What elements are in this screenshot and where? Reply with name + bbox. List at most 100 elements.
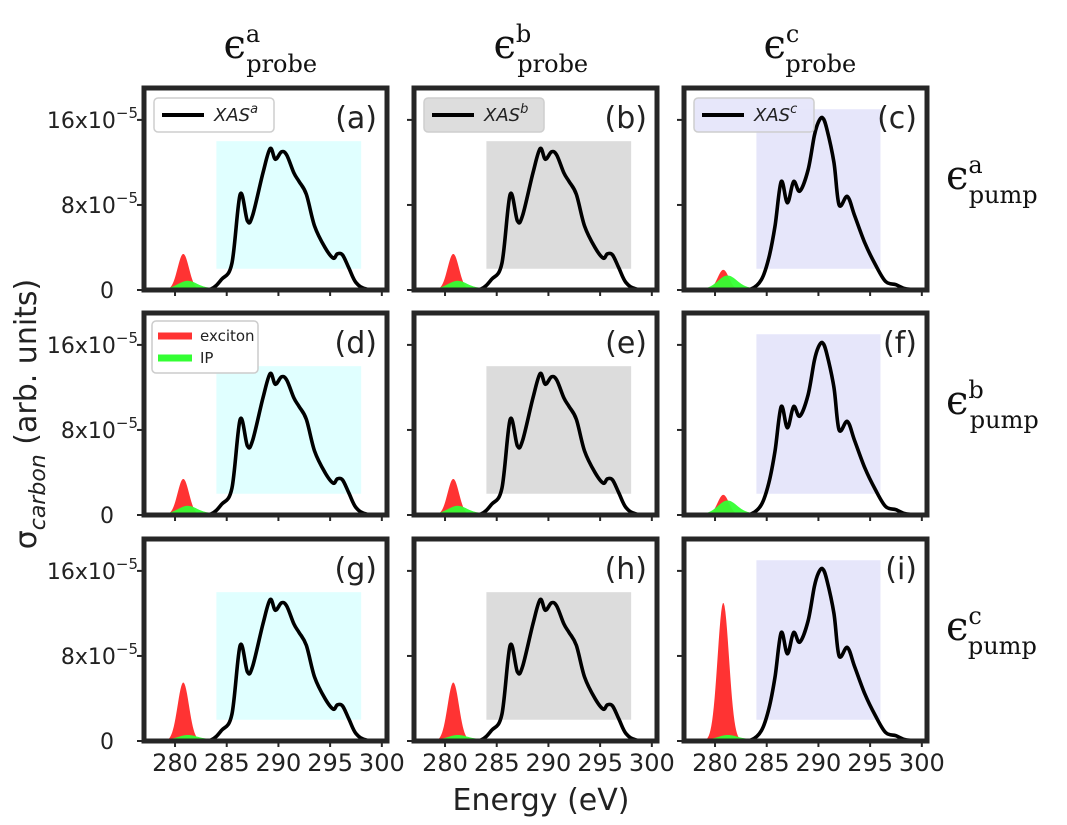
panel-frame — [141, 85, 390, 293]
xas-curve — [414, 597, 658, 743]
legend-xas: XASb — [423, 97, 545, 133]
col-header: ϵb probe — [494, 20, 589, 78]
y-tick-label: 16x10−5 — [47, 104, 138, 134]
legend-exciton-label: exciton — [200, 327, 255, 345]
x-tick-label: 295 — [577, 749, 623, 777]
legend-sup: a — [250, 102, 258, 117]
panel-f: (f) — [677, 310, 930, 521]
header-symbol: ϵ — [946, 378, 968, 424]
row-header: ϵa pump — [946, 151, 1038, 209]
y-tick-exp: −5 — [116, 329, 138, 347]
legend-base: XAS — [213, 105, 250, 126]
panel-c: (c) XASc — [677, 85, 930, 296]
shaded-region — [756, 109, 881, 269]
y-tick-exp: −5 — [116, 414, 138, 432]
panel-label: (c) — [877, 101, 917, 136]
x-tick-label: 290 — [526, 749, 572, 777]
panel-i: 280 285 290 295 300 (i) — [677, 536, 945, 777]
y-tick-exp: −5 — [116, 104, 138, 122]
x-tick-label: 295 — [847, 749, 893, 777]
y-tick-base: 8x10 — [61, 645, 116, 670]
x-tick-label: 280 — [422, 749, 468, 777]
panel-b: (b) XASb — [407, 85, 660, 296]
panel-frame — [681, 85, 930, 293]
panel-h: 280 285 290 295 300 (h) — [407, 536, 675, 777]
legend-label: XASb — [483, 102, 528, 126]
header-symbol: ϵ — [224, 22, 246, 68]
y-tick-base: 0 — [100, 504, 114, 529]
panel-label: (g) — [335, 552, 377, 587]
ip-area — [684, 275, 927, 290]
header-sub: probe — [517, 50, 588, 78]
legend-box — [153, 97, 275, 133]
x-tick-label: 300 — [359, 749, 405, 777]
header-sup: a — [246, 20, 260, 48]
y-tick-base: 16x10 — [47, 560, 116, 585]
shaded-region — [756, 560, 881, 720]
x-tick-label: 290 — [256, 749, 302, 777]
legend-peaks: exciton IP — [151, 320, 259, 374]
xas-curve — [144, 146, 388, 292]
panel-frame — [681, 310, 930, 518]
y-tick-label: 0 — [100, 730, 114, 755]
y-axis-label: σcarbon (arb. units) — [9, 279, 51, 550]
legend-ip-label: IP — [200, 349, 213, 367]
panel-label: (f) — [883, 326, 917, 361]
x-tick-label: 280 — [152, 749, 198, 777]
legend-sup: c — [790, 102, 797, 117]
ip-area — [684, 500, 927, 515]
y-tick-base: 0 — [100, 730, 114, 755]
x-tick-label: 280 — [692, 749, 738, 777]
xas-curve — [684, 566, 928, 743]
xas-curve — [414, 371, 658, 517]
panel-frame — [411, 310, 660, 518]
xas-curve — [684, 115, 928, 292]
y-tick-exp: −5 — [116, 555, 138, 573]
panel-frame — [411, 85, 660, 293]
panel-frame — [411, 536, 660, 744]
xas-curve — [144, 371, 388, 517]
legend-label: XASc — [753, 102, 797, 126]
legend-box — [423, 97, 545, 133]
y-tick-base: 8x10 — [61, 194, 116, 219]
y-tick-exp: −5 — [116, 189, 138, 207]
header-sup: c — [968, 602, 981, 630]
x-axis-label: Energy (eV) — [453, 783, 630, 818]
header-symbol: ϵ — [946, 153, 968, 199]
panel-frame — [141, 536, 390, 744]
x-tick-label: 285 — [744, 749, 790, 777]
header-symbol: ϵ — [494, 22, 516, 68]
y-tick-base: 0 — [100, 279, 114, 304]
panel-frame — [141, 310, 390, 518]
y-tick-base: 8x10 — [61, 419, 116, 444]
col-header: ϵa probe — [224, 20, 318, 78]
y-tick-label: 0 — [100, 279, 114, 304]
header-sub: pump — [969, 181, 1038, 209]
x-tick-label: 295 — [307, 749, 353, 777]
panel-label: (d) — [335, 326, 377, 361]
header-sub: pump — [968, 632, 1037, 660]
legend-label: XASa — [213, 102, 258, 126]
y-tick-label: 16x10−5 — [47, 329, 138, 359]
header-sub: pump — [970, 406, 1039, 434]
panel-label: (e) — [605, 326, 647, 361]
ylabel-sub: carbon — [26, 454, 51, 530]
header-sup: b — [516, 20, 531, 48]
y-tick-exp: −5 — [116, 640, 138, 658]
xas-curve — [684, 340, 928, 517]
header-symbol: ϵ — [764, 22, 786, 68]
legend-base: XAS — [753, 105, 790, 126]
x-tick-label: 285 — [474, 749, 520, 777]
panel-label: (h) — [605, 552, 647, 587]
panel-label: (a) — [335, 101, 377, 136]
x-tick-label: 300 — [899, 749, 945, 777]
header-sup: a — [968, 151, 982, 179]
header-sup: c — [786, 20, 799, 48]
header-symbol: ϵ — [946, 604, 968, 650]
x-tick-label: 285 — [204, 749, 250, 777]
y-tick-label: 0 — [100, 504, 114, 529]
panel-label: (b) — [605, 101, 647, 136]
y-tick-label: 16x10−5 — [47, 555, 138, 585]
